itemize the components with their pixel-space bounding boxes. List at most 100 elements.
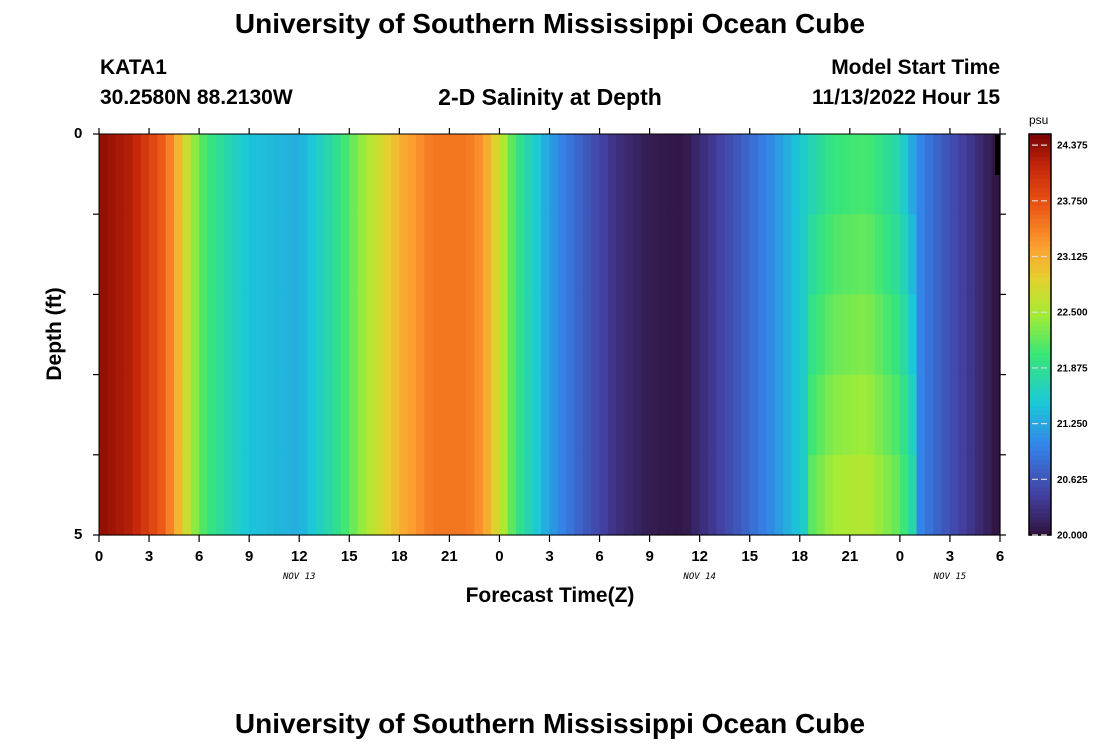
heatmap-cell bbox=[657, 454, 667, 536]
heatmap-cell bbox=[215, 214, 225, 295]
heatmap-cell bbox=[149, 214, 158, 295]
heatmap-cell bbox=[349, 134, 359, 215]
colorbar-segment bbox=[1029, 147, 1051, 153]
heatmap-cell bbox=[824, 294, 834, 376]
heatmap-cell bbox=[474, 134, 484, 215]
station-coords: 30.2580N 88.2130W bbox=[100, 86, 293, 109]
heatmap-cell bbox=[324, 134, 334, 215]
heatmap-cell bbox=[916, 374, 926, 456]
heatmap-cell bbox=[224, 454, 234, 536]
heatmap-cell bbox=[833, 294, 843, 376]
colorbar-segment bbox=[1029, 223, 1051, 229]
heatmap-cell bbox=[958, 294, 968, 376]
heatmap-cell bbox=[416, 374, 425, 456]
heatmap-cell bbox=[599, 294, 609, 376]
colorbar-segment bbox=[1029, 503, 1051, 509]
heatmap-cell bbox=[624, 374, 634, 456]
heatmap-cell bbox=[758, 374, 767, 456]
heatmap-cell bbox=[808, 374, 818, 456]
colorbar-segment bbox=[1029, 423, 1051, 429]
heatmap-cell bbox=[499, 214, 509, 295]
heatmap-cell bbox=[165, 294, 175, 376]
heatmap-cell bbox=[174, 134, 184, 215]
heatmap-cell bbox=[207, 294, 217, 376]
colorbar-segment bbox=[1029, 156, 1051, 162]
heatmap-cell bbox=[399, 134, 409, 215]
model-start-label: Model Start Time bbox=[831, 56, 1000, 79]
heatmap-cell bbox=[332, 134, 342, 215]
heatmap-cell bbox=[457, 214, 467, 295]
page-title-bottom: University of Southern Mississippi Ocean… bbox=[234, 708, 866, 739]
heatmap-cell bbox=[824, 454, 834, 536]
heatmap-cell bbox=[557, 214, 567, 295]
heatmap-cell bbox=[674, 134, 684, 215]
colorbar-tick-label: 22.500 bbox=[1057, 308, 1088, 319]
heatmap-cell bbox=[833, 374, 843, 456]
heatmap-cell bbox=[449, 134, 459, 215]
x-tick-label: 15 bbox=[341, 548, 358, 565]
heatmap-cell bbox=[858, 214, 868, 295]
heatmap-cell bbox=[207, 214, 217, 295]
heatmap-cell bbox=[849, 214, 859, 295]
colorbar-segment bbox=[1029, 432, 1051, 438]
heatmap-cell bbox=[549, 134, 559, 215]
heatmap-cell bbox=[966, 214, 976, 295]
heatmap-cell bbox=[657, 294, 667, 376]
colorbar-segment bbox=[1029, 187, 1051, 193]
colorbar-segment bbox=[1029, 236, 1051, 242]
heatmap-cell bbox=[783, 454, 793, 536]
heatmap-cell bbox=[632, 214, 642, 295]
heatmap-cell bbox=[424, 294, 434, 376]
heatmap-cell bbox=[724, 214, 734, 295]
heatmap-cell bbox=[791, 374, 801, 456]
heatmap-cell bbox=[474, 454, 484, 536]
heatmap-cell bbox=[632, 294, 642, 376]
heatmap-cell bbox=[482, 374, 492, 456]
heatmap-cell bbox=[607, 374, 617, 456]
heatmap-cell bbox=[541, 374, 551, 456]
heatmap-cell bbox=[741, 214, 751, 295]
heatmap-cell bbox=[332, 214, 342, 295]
heatmap-cell bbox=[491, 294, 501, 376]
heatmap-cell bbox=[132, 294, 142, 376]
heatmap-cell bbox=[891, 294, 901, 376]
heatmap-cell bbox=[708, 214, 717, 295]
heatmap-cell bbox=[941, 374, 951, 456]
heatmap-cell bbox=[774, 294, 784, 376]
x-tick-label: 18 bbox=[391, 548, 408, 565]
heatmap-cell bbox=[899, 214, 909, 295]
heatmap-cell bbox=[641, 454, 651, 536]
heatmap-cell bbox=[282, 294, 292, 376]
colorbar-segment bbox=[1029, 245, 1051, 251]
heatmap-cell bbox=[741, 374, 751, 456]
heatmap-cell bbox=[858, 374, 868, 456]
colorbar-segment bbox=[1029, 134, 1051, 140]
heatmap-cell bbox=[374, 294, 384, 376]
heatmap-cell bbox=[791, 294, 801, 376]
heatmap-cell bbox=[466, 374, 476, 456]
heatmap-cell bbox=[924, 134, 934, 215]
colorbar-segment bbox=[1029, 450, 1051, 456]
heatmap-cell bbox=[432, 214, 442, 295]
heatmap-cell bbox=[290, 374, 300, 456]
heatmap-cell bbox=[941, 454, 951, 536]
heatmap-cell bbox=[149, 454, 158, 536]
heatmap-cell bbox=[833, 214, 843, 295]
heatmap-cell bbox=[849, 134, 859, 215]
colorbar-segment bbox=[1029, 352, 1051, 358]
heatmap-cell bbox=[140, 294, 150, 376]
heatmap-cell bbox=[974, 374, 984, 456]
colorbar-segment bbox=[1029, 401, 1051, 407]
heatmap-cell bbox=[524, 134, 534, 215]
colorbar-segment bbox=[1029, 472, 1051, 478]
colorbar-segment bbox=[1029, 485, 1051, 492]
heatmap-cell bbox=[182, 294, 192, 376]
heatmap-cell bbox=[182, 134, 192, 215]
x-tick-label: 21 bbox=[841, 548, 858, 565]
heatmap-cell bbox=[257, 134, 267, 215]
colorbar-tick-label: 20.625 bbox=[1057, 475, 1088, 486]
heatmap-cell bbox=[774, 214, 784, 295]
colorbar-segment bbox=[1029, 196, 1051, 202]
heatmap-cell bbox=[416, 294, 425, 376]
heatmap-cell bbox=[165, 134, 175, 215]
